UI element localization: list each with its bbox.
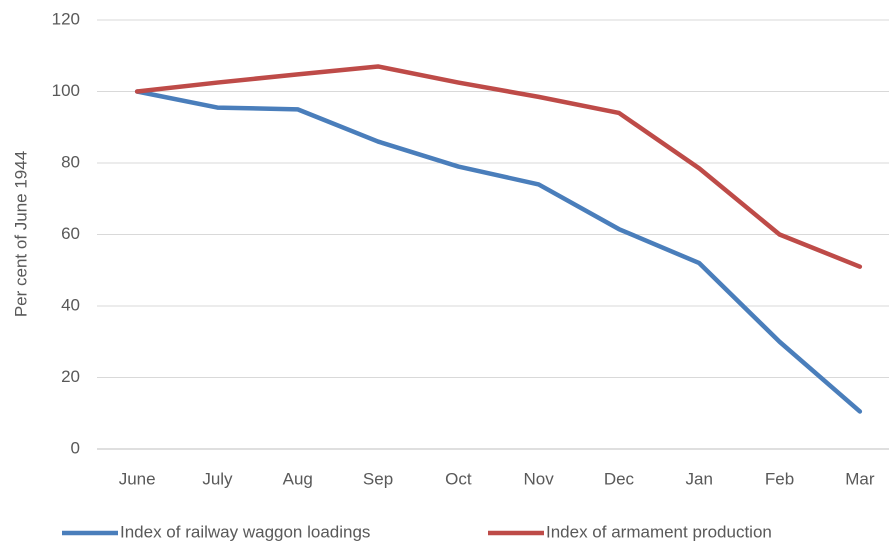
y-tick-label: 120 [52,9,80,28]
x-tick-label: Oct [445,469,472,488]
x-tick-label: June [119,469,156,488]
legend-label: Index of railway waggon loadings [120,522,370,541]
x-tick-label: Aug [283,469,313,488]
x-tick-label: July [202,469,233,488]
y-tick-label: 40 [61,295,80,314]
data-line [134,64,863,269]
data-line [134,89,863,414]
x-tick-label: Dec [604,469,635,488]
y-tick-label: 20 [61,367,80,386]
y-tick-label: 0 [71,438,80,457]
legend-label: Index of armament production [546,522,772,541]
y-tick-label: 80 [61,152,80,171]
x-tick-label: Feb [765,469,794,488]
x-tick-label: Nov [524,469,555,488]
x-tick-label: Mar [845,469,875,488]
y-axis-label: Per cent of June 1944 [11,151,30,317]
y-tick-label: 60 [61,224,80,243]
x-tick-label: Jan [686,469,713,488]
y-tick-label: 100 [52,81,80,100]
x-tick-label: Sep [363,469,393,488]
